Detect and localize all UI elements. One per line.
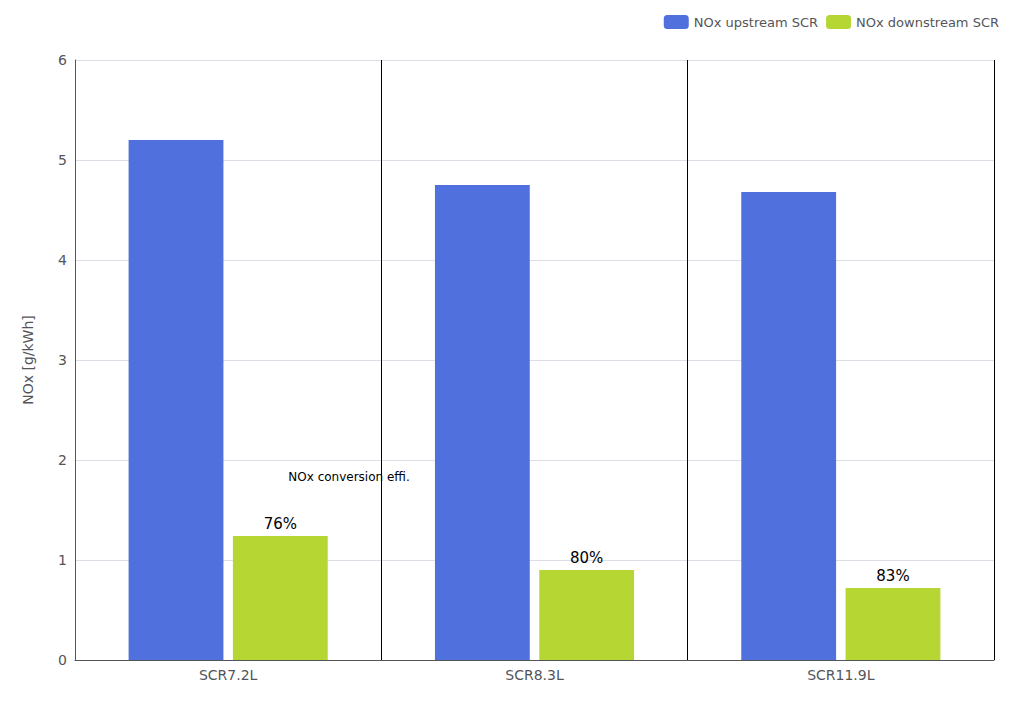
- svg-text:4: 4: [58, 252, 67, 268]
- svg-text:NOx upstream SCR: NOx upstream SCR: [694, 15, 818, 30]
- svg-text:3: 3: [58, 352, 67, 368]
- svg-text:80%: 80%: [570, 549, 603, 567]
- svg-text:SCR7.2L: SCR7.2L: [199, 667, 258, 683]
- svg-text:76%: 76%: [264, 515, 297, 533]
- svg-text:83%: 83%: [876, 567, 909, 585]
- svg-text:NOx [g/kWh]: NOx [g/kWh]: [20, 315, 36, 405]
- svg-text:1: 1: [58, 552, 67, 568]
- svg-text:2: 2: [58, 452, 67, 468]
- svg-text:NOx downstream SCR: NOx downstream SCR: [856, 15, 999, 30]
- svg-text:0: 0: [58, 652, 67, 668]
- svg-text:SCR11.9L: SCR11.9L: [807, 667, 875, 683]
- svg-text:SCR8.3L: SCR8.3L: [505, 667, 564, 683]
- svg-text:6: 6: [58, 52, 67, 68]
- svg-text:NOx conversion effi.: NOx conversion effi.: [288, 470, 409, 484]
- svg-text:5: 5: [58, 152, 67, 168]
